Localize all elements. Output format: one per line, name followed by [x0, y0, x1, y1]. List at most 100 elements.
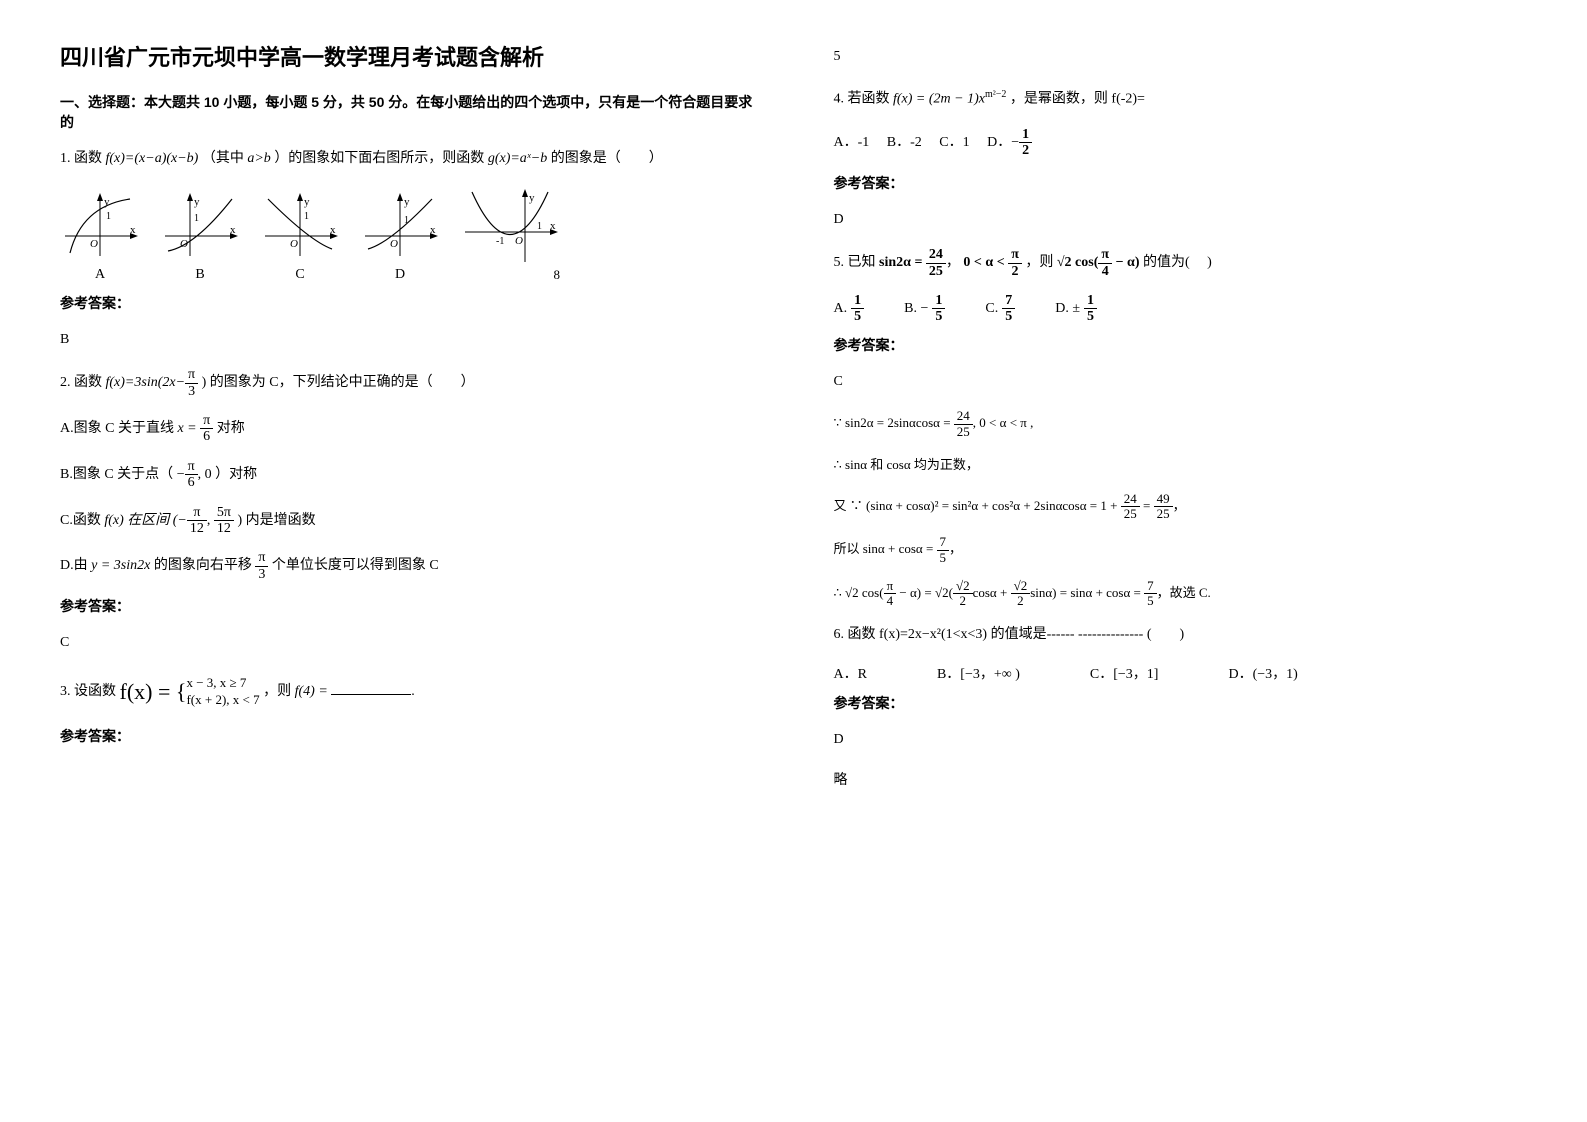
svg-text:x: x: [130, 224, 136, 236]
q3-answer: 5: [834, 44, 1528, 71]
q5-step5: ∴ √2 cos(π4 − α) = √2(√22cosα + √22sinα)…: [834, 579, 1528, 609]
q6-answer-label: 参考答案：: [834, 693, 1528, 713]
q5-expr-post: − α): [1112, 255, 1139, 270]
q4-answer-label: 参考答案：: [834, 173, 1528, 193]
svg-text:x: x: [430, 224, 436, 236]
q2d-y: y = 3sin2x: [91, 558, 150, 573]
svg-text:y: y: [104, 196, 110, 208]
q2-opt-d: D.由 y = 3sin2x 的图象向右平移 π3 个单位长度可以得到图象 C: [60, 550, 754, 582]
q4-fx: f(x) = (2m − 1)x: [893, 91, 985, 106]
svg-text:y: y: [194, 196, 200, 208]
q1-graph-panels: y x O 1 A y x O 1 B y x: [60, 187, 754, 283]
q2c-mid: f(x) 在区间 (−: [104, 513, 187, 528]
q1-answer: B: [60, 327, 754, 354]
q4-options: A．-1 B．-2 C．1 D．−12: [834, 127, 1528, 159]
question-1: 1. 函数 f(x)=(x−a)(x−b) （其中 a>b ）的图象如下面右图所…: [60, 146, 754, 173]
svg-text:x: x: [230, 224, 236, 236]
q5-opt-a: A. 15: [834, 293, 865, 325]
q2b-pre: B.图象 C 关于点（: [60, 467, 173, 482]
q5-range: 0 < α <: [963, 255, 1008, 270]
panel-label-d: D: [395, 267, 405, 283]
q5-expr-pre: √2 cos(: [1057, 255, 1099, 270]
q5-opt-b: B. −15: [904, 293, 945, 325]
graph-a-svg: y x O 1: [60, 191, 140, 261]
q1-gx: g(x)=aˣ−b: [488, 151, 547, 166]
q3-case1: x − 3, x ≥ 7: [186, 675, 259, 692]
q2c-pre: C.函数: [60, 513, 104, 528]
q5-c1: ，: [946, 255, 960, 270]
q3-case2: f(x + 2), x < 7: [186, 692, 259, 709]
q4-opt-a: A．-1: [834, 135, 870, 150]
q5-opt-d: D. ±15: [1055, 293, 1097, 325]
q3-pre: 3. 设函数: [60, 684, 120, 699]
q2d-mid: 的图象向右平移: [154, 558, 256, 573]
q3-post: .: [411, 684, 415, 699]
q5-pre: 5. 已知: [834, 255, 880, 270]
q5-tail: 的值为( ): [1143, 255, 1212, 270]
svg-text:O: O: [290, 238, 298, 250]
q2-text-1: 2. 函数: [60, 375, 106, 390]
q4-opt-c: C．1: [939, 135, 969, 150]
graph-ref-svg: y x O -1 1: [460, 187, 560, 267]
q4-answer: D: [834, 207, 1528, 234]
q1-answer-label: 参考答案：: [60, 293, 754, 313]
q6-opt-b: B．[−3，+∞ ): [937, 663, 1020, 683]
q5-options: A. 15 B. −15 C. 75 D. ±15: [834, 293, 1528, 325]
q5-eq1: sin2α =: [879, 255, 926, 270]
graph-c-svg: y x O 1: [260, 191, 340, 261]
q6-answer: D: [834, 727, 1528, 754]
q2a-pre: A.图象 C 关于直线: [60, 421, 177, 436]
q2-fx-1: f(x)=3sin(2x−: [106, 375, 186, 390]
q1-text-1: 1. 函数: [60, 151, 106, 166]
question-6: 6. 函数 f(x)=2x−x²(1<x<3) 的值域是------ -----…: [834, 622, 1528, 649]
svg-text:y: y: [304, 196, 310, 208]
q1-fx: f(x)=(x−a)(x−b): [106, 151, 199, 166]
q3-mid: ，则: [263, 684, 295, 699]
svg-text:O: O: [390, 238, 398, 250]
svg-text:y: y: [529, 192, 535, 204]
q2a-post: 对称: [217, 421, 245, 436]
q3-answer-label: 参考答案：: [60, 726, 754, 746]
q5-mid: ，则: [1025, 255, 1057, 270]
q1-text-3: ）的图象如下面右图所示，则函数: [274, 151, 488, 166]
svg-text:x: x: [550, 220, 556, 232]
q6-opt-a: A．R: [834, 663, 867, 683]
question-4: 4. 若函数 f(x) = (2m − 1)xm²−2 ，是幂函数，则 f(-2…: [834, 85, 1528, 113]
corner-number-8: 8: [554, 267, 561, 283]
q2-opt-c: C.函数 f(x) 在区间 (−π12, 5π12 ) 内是增函数: [60, 505, 754, 537]
q5-answer: C: [834, 369, 1528, 396]
question-2: 2. 函数 f(x)=3sin(2x−π3 ) 的图象为 C，下列结论中正确的是…: [60, 367, 754, 399]
q2c-comma: ,: [207, 513, 214, 528]
question-3: 3. 设函数 f(x) = { x − 3, x ≥ 7 f(x + 2), x…: [60, 671, 754, 713]
q2d-post: 个单位长度可以得到图象 C: [272, 558, 439, 573]
q5-opt-c: C. 75: [985, 293, 1015, 325]
svg-text:-1: -1: [496, 236, 504, 247]
q1-text-2: （其中: [202, 151, 248, 166]
panel-label-b: B: [195, 267, 204, 283]
q2b-neg: −: [177, 467, 185, 482]
q4-opt-d-pre: D．−: [987, 135, 1019, 150]
q3-brace: f(x) = {: [120, 671, 187, 713]
q3-f4: f(4) =: [295, 684, 332, 699]
q1-ab: a>b: [247, 151, 270, 166]
q5-step2: ∴ sinα 和 cosα 均为正数，: [834, 453, 1528, 478]
q5-step3: 又 ∵ (sinα + cosα)² = sin²α + cos²α + 2si…: [834, 492, 1528, 522]
svg-text:O: O: [515, 235, 523, 247]
graph-panel-c: y x O 1 C: [260, 191, 340, 283]
q2-answer-label: 参考答案：: [60, 596, 754, 616]
page-title: 四川省广元市元坝中学高一数学理月考试题含解析: [60, 40, 754, 72]
section-1-heading: 一、选择题：本大题共 10 小题，每小题 5 分，共 50 分。在每小题给出的四…: [60, 92, 754, 132]
svg-text:y: y: [404, 196, 410, 208]
graph-panel-b: y x O 1 B: [160, 191, 240, 283]
q2-answer: C: [60, 630, 754, 657]
svg-text:1: 1: [106, 211, 111, 222]
right-column: 5 4. 若函数 f(x) = (2m − 1)xm²−2 ，是幂函数，则 f(…: [834, 30, 1528, 808]
q5-answer-label: 参考答案：: [834, 335, 1528, 355]
panel-label-a: A: [95, 267, 105, 283]
q4-opt-b: B．-2: [887, 135, 922, 150]
q5-step4: 所以 sinα + cosα = 75，: [834, 535, 1528, 565]
q2b-mid: , 0: [198, 467, 212, 482]
q6-note: 略: [834, 768, 1528, 795]
q2-opt-b: B.图象 C 关于点（ −π6, 0 ）对称: [60, 459, 754, 491]
svg-text:1: 1: [537, 221, 542, 232]
